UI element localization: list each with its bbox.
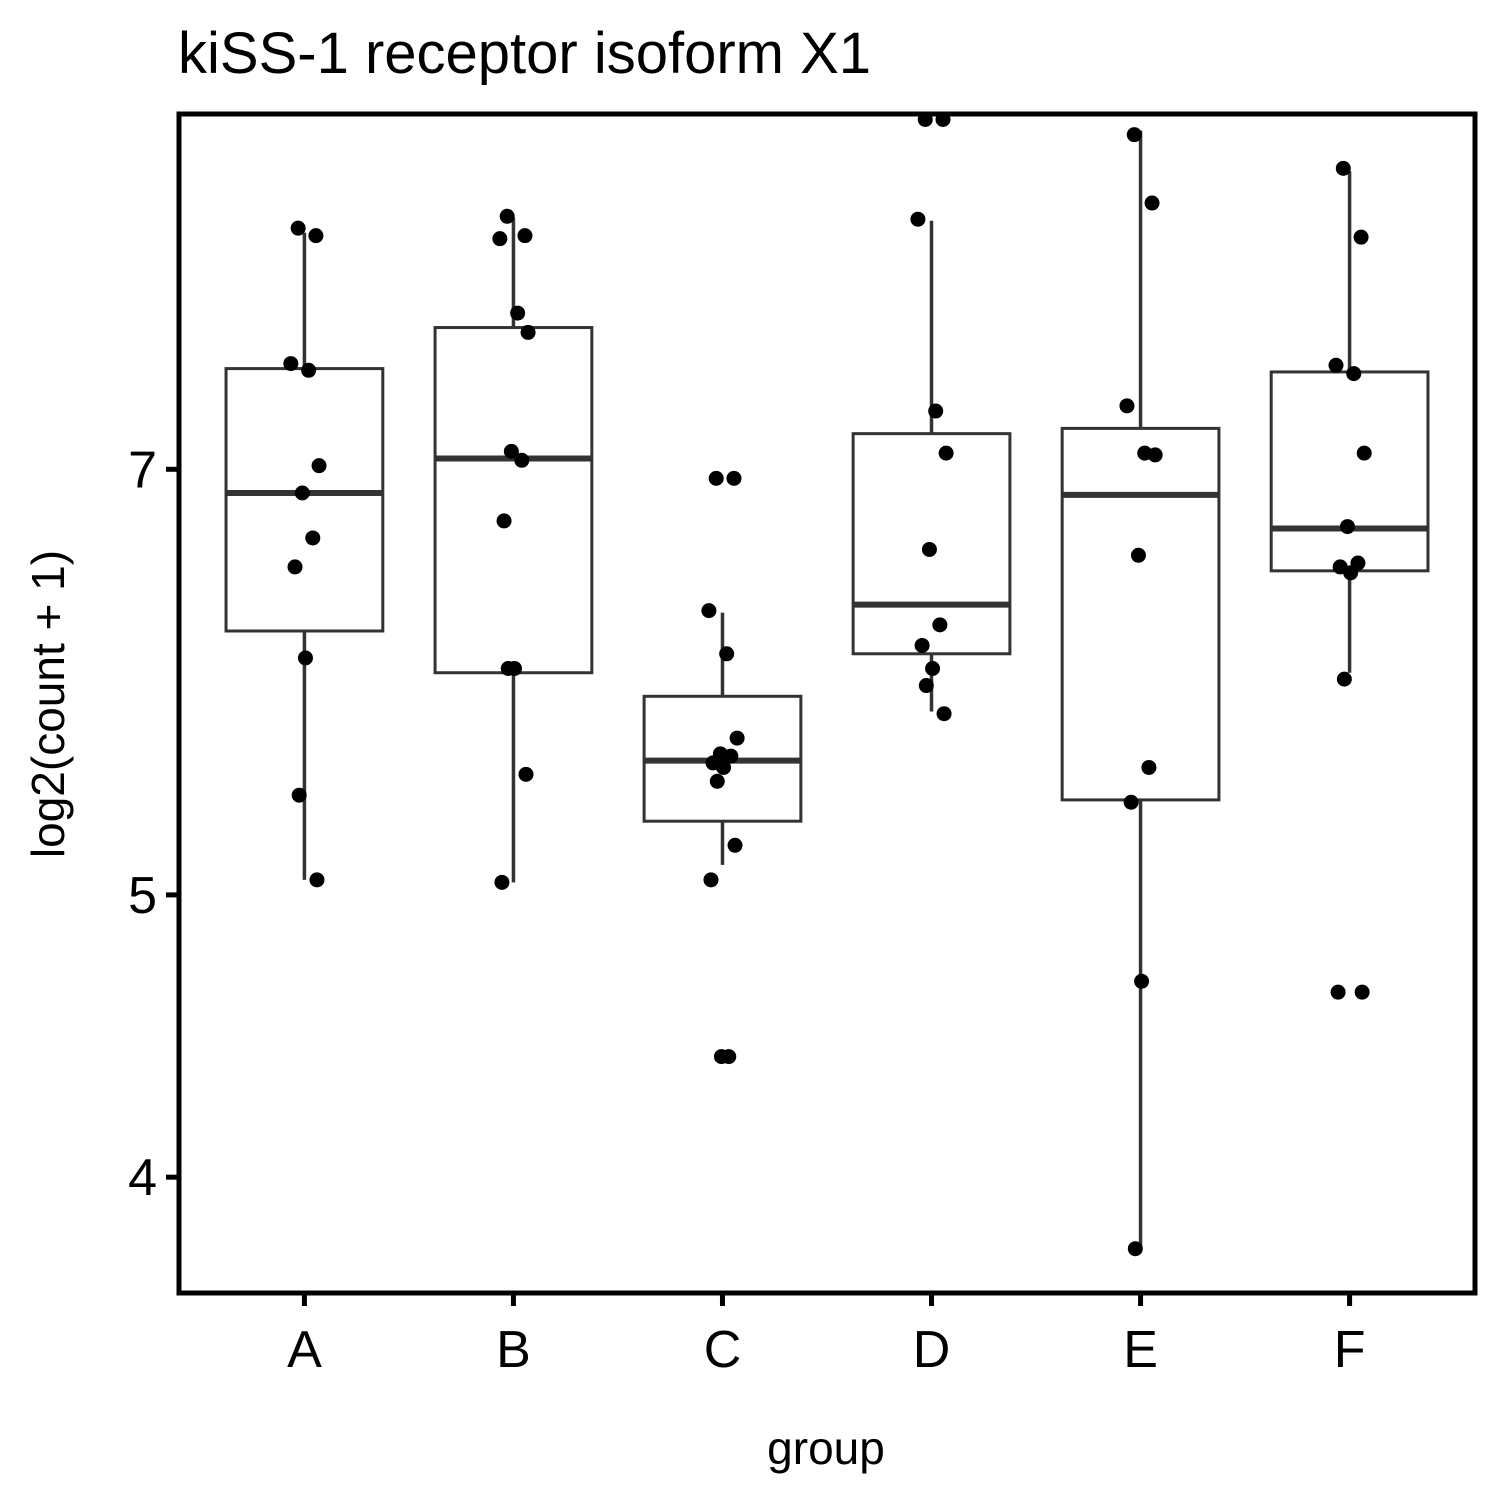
data-point-e — [1144, 195, 1160, 211]
data-point-d — [914, 637, 930, 653]
data-point-c — [713, 1049, 729, 1065]
data-point-b — [517, 228, 533, 244]
data-point-f — [1328, 357, 1344, 373]
data-point-e — [1123, 794, 1139, 810]
data-point-b — [510, 305, 526, 321]
data-point-f — [1354, 984, 1370, 1000]
data-point-c — [701, 603, 717, 619]
x-tick-label-e: E — [1123, 1321, 1158, 1379]
data-point-a — [301, 362, 317, 378]
data-point-f — [1339, 519, 1355, 535]
plot-area — [224, 111, 1430, 1257]
axes: 4 5 7 A B C D E F — [128, 441, 1365, 1379]
data-point-a — [291, 787, 307, 803]
data-point-d — [938, 445, 954, 461]
data-point-d — [936, 706, 952, 722]
box-f — [1269, 370, 1430, 573]
data-point-a — [309, 872, 325, 888]
data-point-a — [283, 356, 299, 372]
data-point-c — [709, 773, 725, 789]
data-point-a — [294, 485, 310, 501]
x-axis-title: group — [767, 1422, 885, 1474]
data-point-b — [518, 766, 534, 782]
data-point-a — [305, 530, 321, 546]
data-point-c — [719, 646, 735, 662]
data-point-d — [928, 403, 944, 419]
y-axis-title: log2(count + 1) — [22, 550, 74, 858]
data-point-e — [1130, 547, 1146, 563]
y-tick-label: 4 — [128, 1149, 157, 1207]
data-point-a — [308, 228, 324, 244]
chart-title: kiSS-1 receptor isoform X1 — [178, 21, 871, 86]
data-point-e — [1119, 398, 1135, 414]
data-point-d — [921, 541, 937, 557]
data-point-d — [925, 661, 941, 677]
data-point-c — [716, 759, 732, 775]
data-point-e — [1126, 127, 1142, 143]
data-point-d — [910, 211, 926, 227]
data-point-c — [708, 470, 724, 486]
data-point-b — [492, 231, 508, 247]
data-point-f — [1335, 160, 1351, 176]
box-b — [433, 326, 594, 675]
x-tick-label-c: C — [704, 1321, 742, 1379]
data-point-a — [287, 559, 303, 575]
data-point-c — [723, 748, 739, 764]
x-tick-label-d: D — [913, 1321, 951, 1379]
data-point-b — [520, 324, 536, 340]
data-point-e — [1147, 447, 1163, 463]
data-point-c — [729, 730, 745, 746]
data-point-b — [494, 874, 510, 890]
data-point-a — [290, 220, 306, 236]
plot-frame — [176, 111, 1478, 1296]
data-point-f — [1353, 229, 1369, 245]
y-tick-label: 7 — [128, 441, 157, 499]
data-point-f — [1356, 445, 1372, 461]
data-point-e — [1141, 759, 1157, 775]
box-e — [1060, 426, 1221, 802]
data-point-e — [1127, 1241, 1143, 1257]
data-point-c — [726, 470, 742, 486]
data-point-b — [514, 452, 530, 468]
data-point-a — [311, 458, 327, 474]
data-point-e — [1134, 973, 1150, 989]
data-point-d — [932, 617, 948, 633]
y-tick-label: 5 — [128, 867, 157, 925]
data-point-a — [297, 650, 313, 666]
data-point-f — [1330, 984, 1346, 1000]
x-tick-label-f: F — [1334, 1321, 1366, 1379]
data-point-b — [500, 661, 516, 677]
data-point-f — [1346, 366, 1362, 382]
data-point-b — [499, 208, 515, 224]
data-point-f — [1343, 565, 1359, 581]
data-point-b — [503, 443, 519, 459]
data-point-b — [496, 513, 512, 529]
x-tick-label-a: A — [287, 1321, 322, 1379]
data-point-c — [703, 872, 719, 888]
data-point-c — [727, 837, 743, 853]
data-point-d — [918, 678, 934, 694]
x-tick-label-b: B — [496, 1321, 531, 1379]
data-point-f — [1336, 671, 1352, 687]
